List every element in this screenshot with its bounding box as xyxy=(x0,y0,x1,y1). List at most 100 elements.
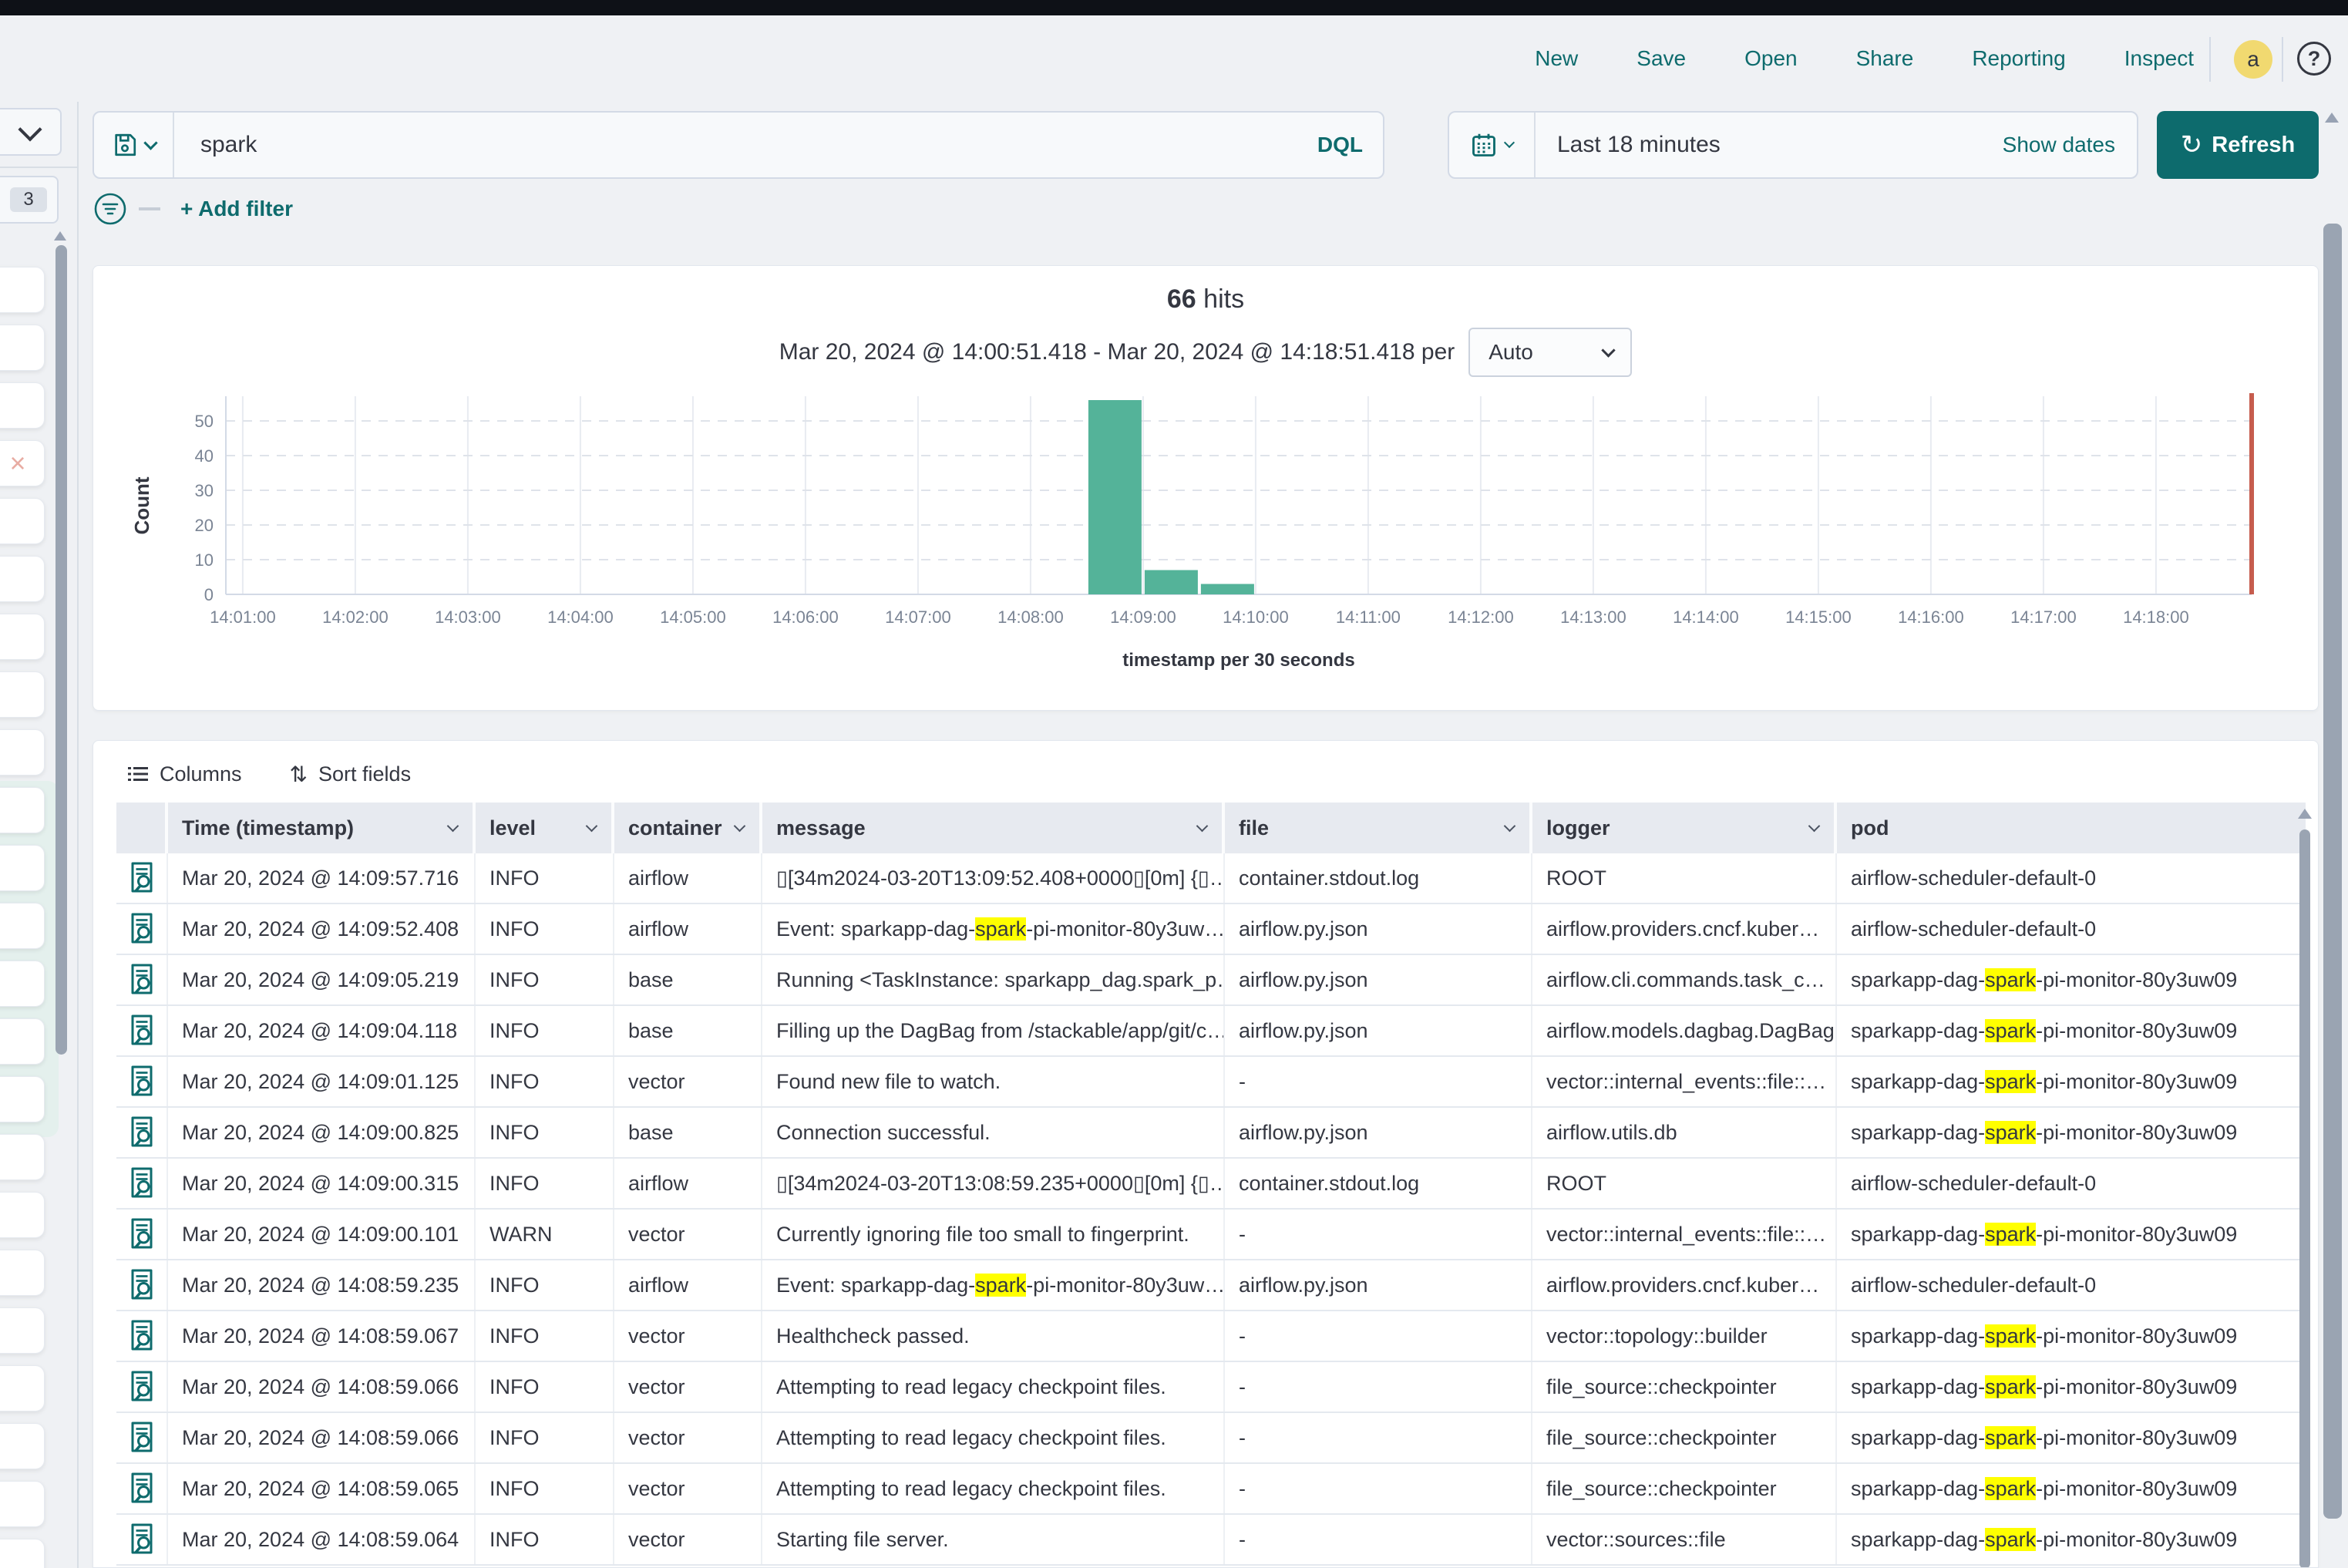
nav-new[interactable]: New xyxy=(1535,46,1578,71)
expand-document-button[interactable] xyxy=(126,1370,157,1404)
field-card[interactable] xyxy=(0,903,45,949)
field-card[interactable] xyxy=(0,498,45,544)
expand-document-button[interactable] xyxy=(126,861,157,895)
nav-share[interactable]: Share xyxy=(1856,46,1914,71)
header-expand-spacer xyxy=(116,803,168,853)
x-axis-title: timestamp per 30 seconds xyxy=(226,650,2252,671)
field-card[interactable] xyxy=(0,1192,45,1238)
expand-document-button[interactable] xyxy=(126,963,157,997)
sort-fields-button[interactable]: ⇅ Sort fields xyxy=(290,762,412,787)
close-icon[interactable]: × xyxy=(9,449,25,477)
histogram-bar[interactable] xyxy=(1145,570,1198,595)
cell-container: airflow xyxy=(614,1260,762,1310)
x-tick-label: 14:18:00 xyxy=(2123,607,2189,627)
field-card[interactable] xyxy=(0,614,45,660)
cell-level: INFO xyxy=(476,1006,614,1055)
cell-message: Attempting to read legacy checkpoint fil… xyxy=(762,1464,1225,1513)
field-card[interactable]: × xyxy=(0,440,45,486)
expand-document-button[interactable] xyxy=(126,1217,157,1251)
sidebar-collapse-button[interactable] xyxy=(0,108,62,156)
expand-document-button[interactable] xyxy=(126,1523,157,1556)
text-segment: sparkapp-dag- xyxy=(1851,1019,1985,1042)
avatar[interactable]: a xyxy=(2234,40,2272,79)
column-header-level[interactable]: level xyxy=(476,803,614,853)
field-card[interactable] xyxy=(0,729,45,776)
expand-document-button[interactable] xyxy=(126,1166,157,1200)
column-header-time-timestamp-[interactable]: Time (timestamp) xyxy=(168,803,476,853)
cell-level: INFO xyxy=(476,853,614,903)
refresh-button[interactable]: ↻ Refresh xyxy=(2157,111,2319,179)
nav-reporting[interactable]: Reporting xyxy=(1972,46,2065,71)
field-card[interactable] xyxy=(0,1076,45,1122)
interval-select[interactable]: Auto xyxy=(1468,328,1632,377)
field-card[interactable] xyxy=(0,382,45,429)
inspect-document-icon xyxy=(128,1523,156,1555)
field-card[interactable] xyxy=(0,1481,45,1527)
cell-container: base xyxy=(614,1108,762,1157)
field-card[interactable] xyxy=(0,556,45,602)
expand-document-button[interactable] xyxy=(126,912,157,946)
expand-document-button[interactable] xyxy=(126,1014,157,1048)
field-card[interactable] xyxy=(0,1423,45,1469)
cell-pod: sparkapp-dag-spark-pi-monitor-80y3uw09 xyxy=(1837,1515,2306,1564)
text-segment: -pi-monitor-80y3uw09 xyxy=(2036,1121,2237,1144)
add-filter-button[interactable]: + Add filter xyxy=(180,197,293,221)
expand-document-button[interactable] xyxy=(126,1065,157,1099)
sidebar-count-button[interactable]: 3 xyxy=(0,176,59,224)
show-dates-button[interactable]: Show dates xyxy=(2003,133,2137,157)
cell-logger: file_source::checkpointer xyxy=(1532,1362,1837,1412)
nav-save[interactable]: Save xyxy=(1637,46,1686,71)
cell-expand xyxy=(116,1210,168,1259)
field-card[interactable] xyxy=(0,1307,45,1354)
x-tick-label: 14:13:00 xyxy=(1560,607,1626,627)
interval-value: Auto xyxy=(1489,340,1533,365)
sidebar-scrollbar[interactable] xyxy=(56,245,67,1055)
field-card[interactable] xyxy=(0,1018,45,1065)
column-header-message[interactable]: message xyxy=(762,803,1225,853)
column-header-pod[interactable]: pod xyxy=(1837,803,2306,853)
search-input[interactable] xyxy=(174,132,1317,158)
nav-inspect[interactable]: Inspect xyxy=(2124,46,2194,71)
expand-document-button[interactable] xyxy=(126,1268,157,1302)
query-language-button[interactable]: DQL xyxy=(1317,133,1383,157)
help-icon[interactable]: ? xyxy=(2297,42,2331,76)
histogram-bar[interactable] xyxy=(1201,584,1254,595)
cell-time: Mar 20, 2024 @ 14:09:52.408 xyxy=(168,904,476,954)
field-card[interactable] xyxy=(0,787,45,833)
field-card[interactable] xyxy=(0,671,45,718)
expand-document-button[interactable] xyxy=(126,1472,157,1506)
histogram-bar[interactable] xyxy=(1088,400,1142,594)
cell-level: INFO xyxy=(476,955,614,1004)
field-card[interactable] xyxy=(0,1134,45,1180)
expand-document-button[interactable] xyxy=(126,1421,157,1455)
cell-message: Connection successful. xyxy=(762,1108,1225,1157)
field-card[interactable] xyxy=(0,1365,45,1412)
column-header-file[interactable]: file xyxy=(1225,803,1532,853)
calendar-dropdown-button[interactable] xyxy=(1449,113,1536,177)
expand-document-button[interactable] xyxy=(126,1319,157,1353)
field-card[interactable] xyxy=(0,1250,45,1296)
column-header-logger[interactable]: logger xyxy=(1532,803,1837,853)
page-scrollbar[interactable] xyxy=(2323,224,2342,1519)
saved-query-button[interactable] xyxy=(94,113,174,177)
sidebar-scroll-up-icon[interactable] xyxy=(54,231,66,241)
field-card[interactable] xyxy=(0,267,45,313)
column-header-container[interactable]: container xyxy=(614,803,762,853)
time-range-value[interactable]: Last 18 minutes xyxy=(1536,132,2003,158)
field-card[interactable] xyxy=(0,325,45,371)
table-scroll-up-icon[interactable] xyxy=(2298,809,2312,819)
cell-pod: sparkapp-dag-spark-pi-monitor-80y3uw09 xyxy=(1837,1210,2306,1259)
text-segment: Found new file to watch. xyxy=(776,1070,1001,1093)
cell-container: base xyxy=(614,955,762,1004)
field-card[interactable] xyxy=(0,961,45,1007)
table-scrollbar[interactable] xyxy=(2299,829,2310,1568)
highlighted-term: spark xyxy=(975,1274,1026,1297)
page-scroll-up-icon[interactable] xyxy=(2325,113,2339,123)
nav-open[interactable]: Open xyxy=(1744,46,1798,71)
expand-document-button[interactable] xyxy=(126,1115,157,1149)
filter-icon[interactable] xyxy=(93,191,128,227)
field-card[interactable] xyxy=(0,1539,45,1568)
histogram-chart[interactable]: 14:01:0014:02:0014:03:0014:04:0014:05:00… xyxy=(93,390,2319,641)
columns-button[interactable]: Columns xyxy=(127,762,242,786)
field-card[interactable] xyxy=(0,845,45,891)
